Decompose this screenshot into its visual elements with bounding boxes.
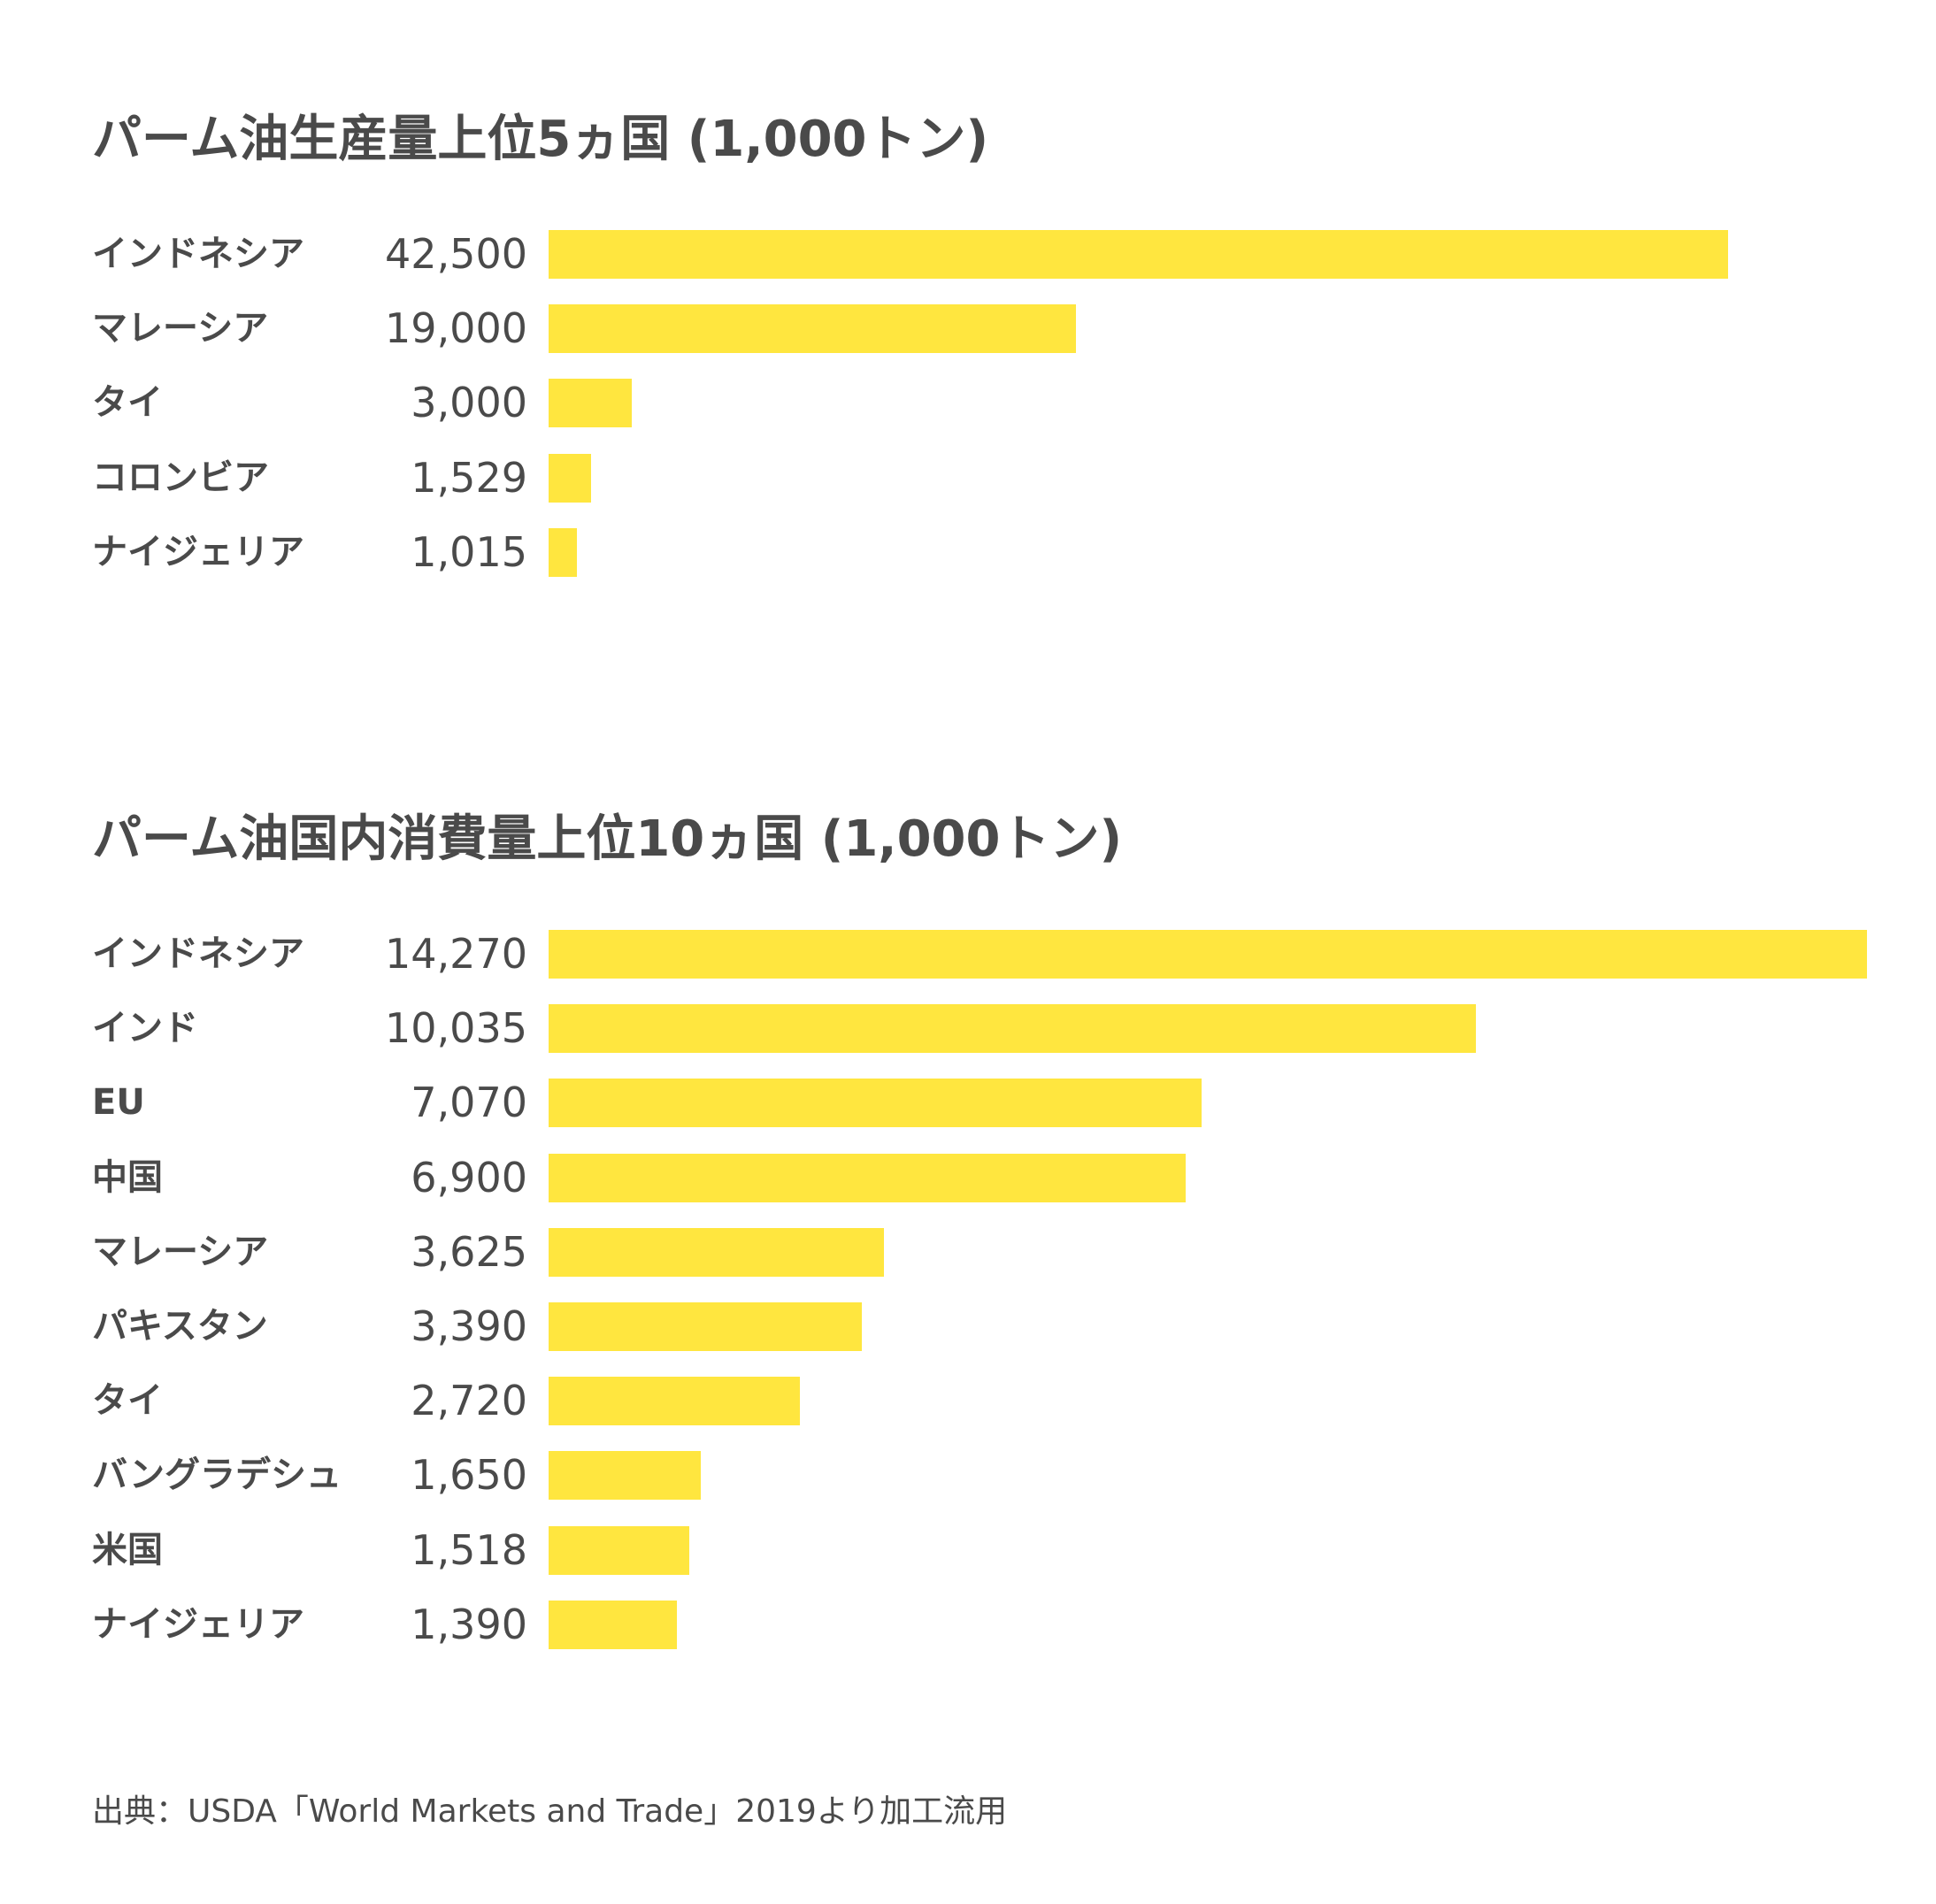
bar [549,527,577,577]
value-label: 7,070 [411,1079,527,1127]
category-label: EU [92,1082,145,1124]
value-label: 1,390 [411,1600,527,1648]
category-label: ナイジェリア [92,531,304,572]
category-label: タイ [92,382,163,424]
category-label: インド [92,1008,198,1049]
bar [549,1525,689,1575]
value-label: 14,270 [385,930,527,978]
bar [549,1227,884,1277]
bar-row: 中国 6,900 [0,1152,1936,1203]
bar-row: ナイジェリア 1,390 [0,1599,1936,1650]
bar [549,453,591,503]
value-label: 3,000 [411,379,527,427]
value-label: 1,015 [411,527,527,576]
bar-row: タイ 2,720 [0,1375,1936,1426]
bar-row: インド 10,035 [0,1002,1936,1054]
bar [549,1600,678,1649]
consumption-chart-title: パーム油国内消費量上位10ヵ国 (1,000トン) [92,810,1123,868]
bar [549,1377,800,1426]
bar-row: パキスタン 3,390 [0,1301,1936,1352]
bar [549,1079,1202,1128]
value-label: 10,035 [385,1004,527,1053]
category-label: コロンビア [92,457,269,498]
value-label: 19,000 [385,304,527,353]
category-label: ナイジェリア [92,1603,304,1645]
value-label: 1,650 [411,1451,527,1500]
bar-row: EU 7,070 [0,1077,1936,1128]
value-label: 3,390 [411,1302,527,1350]
category-label: バングラデシュ [92,1455,342,1496]
bar [549,930,1867,979]
bar [549,1153,1187,1202]
category-label: 米国 [92,1529,163,1570]
value-label: 1,518 [411,1525,527,1574]
category-label: パキスタン [92,1306,268,1347]
bar [549,304,1076,354]
value-label: 42,500 [385,230,527,278]
category-label: タイ [92,1380,163,1422]
category-label: インドネシア [92,933,304,974]
bar [549,230,1729,279]
bar-row: インドネシア 42,500 [0,228,1936,280]
bar-row: バングラデシュ 1,650 [0,1449,1936,1501]
production-chart-title: パーム油生産量上位5ヵ国 (1,000トン) [92,111,989,168]
value-label: 2,720 [411,1377,527,1425]
category-label: マレーシア [92,308,269,349]
category-label: インドネシア [92,234,304,274]
source-note: 出典：USDA「World Markets and Trade」2019より加工… [92,1793,1008,1830]
bar-row: マレーシア 19,000 [0,303,1936,354]
bar-row: タイ 3,000 [0,377,1936,428]
value-label: 3,625 [411,1227,527,1276]
bar [549,1302,862,1351]
bar-row: インドネシア 14,270 [0,928,1936,979]
bar-row: ナイジェリア 1,015 [0,526,1936,578]
value-label: 1,529 [411,453,527,502]
bar-row: コロンビア 1,529 [0,452,1936,503]
category-label: マレーシア [92,1231,269,1272]
bar [549,1004,1476,1054]
bar-row: マレーシア 3,625 [0,1226,1936,1278]
bar-row: 米国 1,518 [0,1524,1936,1576]
bar [549,1451,702,1501]
category-label: 中国 [92,1156,163,1198]
bar [549,379,633,428]
value-label: 6,900 [411,1153,527,1202]
